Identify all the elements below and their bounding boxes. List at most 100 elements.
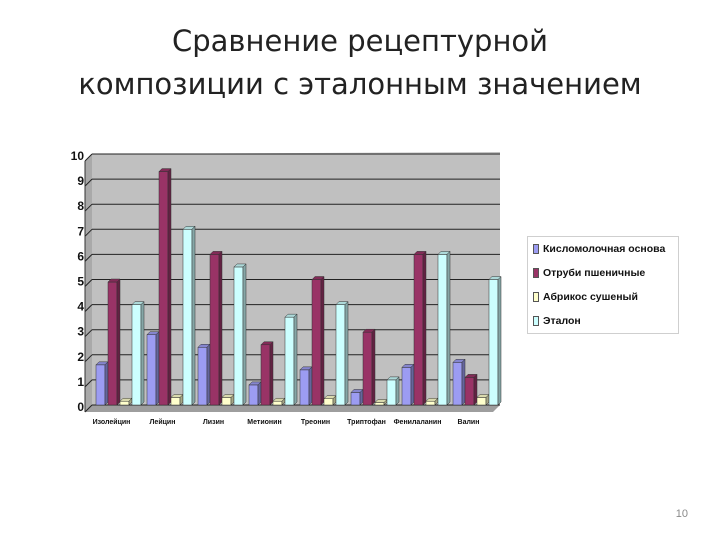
x-tick-label: Триптофан xyxy=(347,419,386,426)
gridline-depth xyxy=(84,203,93,212)
bar xyxy=(248,384,259,406)
gridline-depth xyxy=(84,354,93,363)
bar xyxy=(374,402,385,406)
bar xyxy=(413,254,424,406)
bar xyxy=(464,377,475,406)
bar xyxy=(488,279,499,406)
bar xyxy=(95,364,106,406)
bar xyxy=(182,229,193,406)
bar-side xyxy=(206,343,211,406)
y-tick-label: 5 xyxy=(77,275,84,289)
gridline-depth xyxy=(84,178,93,187)
x-tick-label: Лейцин xyxy=(150,418,176,426)
legend-label: Кисломолочная основа xyxy=(543,243,666,255)
legend-entry: Отруби пшеничные xyxy=(533,266,645,280)
bar xyxy=(119,400,130,406)
bar xyxy=(323,398,334,406)
legend-swatch xyxy=(533,292,539,302)
y-tick-label: 1 xyxy=(77,375,84,389)
legend-swatch xyxy=(533,244,539,254)
bar xyxy=(107,281,118,406)
slide-title-line-1: Сравнение рецептурной xyxy=(172,24,548,58)
y-tick-label: 6 xyxy=(77,249,84,263)
bar-side xyxy=(344,300,349,406)
bar xyxy=(170,397,181,406)
bar xyxy=(350,392,361,406)
bar-side xyxy=(191,225,196,406)
bar-side xyxy=(371,328,376,406)
y-tick-label: 3 xyxy=(77,325,84,339)
bar-side xyxy=(242,263,247,406)
gridline-depth xyxy=(84,404,93,413)
bar-side xyxy=(155,331,160,406)
bar xyxy=(284,316,295,406)
bar xyxy=(197,347,208,406)
bar xyxy=(362,331,373,406)
bar xyxy=(221,397,232,406)
gridline-depth xyxy=(84,329,93,338)
plot-floor xyxy=(85,405,500,412)
gridline-depth xyxy=(84,153,93,162)
bar-side xyxy=(257,381,262,406)
x-tick-label: Валин xyxy=(458,419,480,426)
slide-title-line-2: композиции с эталонным значением xyxy=(78,67,642,101)
page-number: 10 xyxy=(675,508,688,520)
y-tick-label: 2 xyxy=(77,350,84,364)
legend-entry: Абрикос сушеный xyxy=(533,290,638,304)
bar xyxy=(272,400,283,406)
gridline-depth xyxy=(84,254,93,262)
y-tick-label: 9 xyxy=(77,174,84,188)
x-tick-label: Изолейцин xyxy=(93,418,131,426)
y-tick-label: 8 xyxy=(77,199,84,213)
legend-label: Абрикос сушеный xyxy=(543,291,638,303)
bar-side xyxy=(104,361,109,406)
bar xyxy=(260,344,271,406)
y-tick-label: 4 xyxy=(77,300,84,314)
bar xyxy=(209,254,220,406)
bar xyxy=(452,362,463,406)
bar xyxy=(158,171,169,406)
x-tick-label: Лизин xyxy=(203,419,224,426)
bar-side xyxy=(497,275,502,406)
x-tick-label: Треонин xyxy=(301,419,330,426)
bar-side xyxy=(359,388,364,406)
gridline-depth xyxy=(84,379,93,388)
bar xyxy=(335,304,346,406)
y-tick-label: 0 xyxy=(77,400,84,414)
legend-swatch xyxy=(533,268,539,278)
bar xyxy=(386,379,397,406)
x-tick-label: Метионин xyxy=(247,419,281,426)
x-tick-label: Фенилаланин xyxy=(394,419,442,426)
gridline-depth xyxy=(84,279,93,287)
bar xyxy=(401,367,412,406)
bar xyxy=(146,334,157,406)
bar-side xyxy=(446,250,451,406)
bar-side xyxy=(269,341,274,406)
bar-side xyxy=(293,313,298,406)
bar-side xyxy=(116,278,121,406)
chart-legend: Кисломолочная основа Отруби пшеничные Абри… xyxy=(527,236,679,334)
bar xyxy=(233,266,244,406)
bar-side xyxy=(422,250,427,406)
bar-side xyxy=(140,300,145,406)
bar-side xyxy=(308,366,313,406)
bar-side xyxy=(473,373,478,406)
bar-side xyxy=(461,358,466,406)
y-tick-label: 10 xyxy=(71,149,85,163)
bar-side xyxy=(167,167,172,406)
bar-side xyxy=(395,376,400,406)
gridline-depth xyxy=(84,304,93,312)
legend-entry: Кисломолочная основа xyxy=(533,242,665,256)
bar xyxy=(299,369,310,406)
bar-side xyxy=(320,275,325,406)
slide-title: Сравнение рецептурной композиции с этало… xyxy=(0,20,720,106)
bar xyxy=(437,254,448,406)
legend-swatch xyxy=(533,316,539,326)
gridline-depth xyxy=(84,228,93,237)
bar-side xyxy=(410,363,415,406)
legend-entry: Эталон xyxy=(533,314,581,328)
y-tick-label: 7 xyxy=(77,224,84,238)
bar xyxy=(311,279,322,406)
bar-side xyxy=(218,250,223,406)
